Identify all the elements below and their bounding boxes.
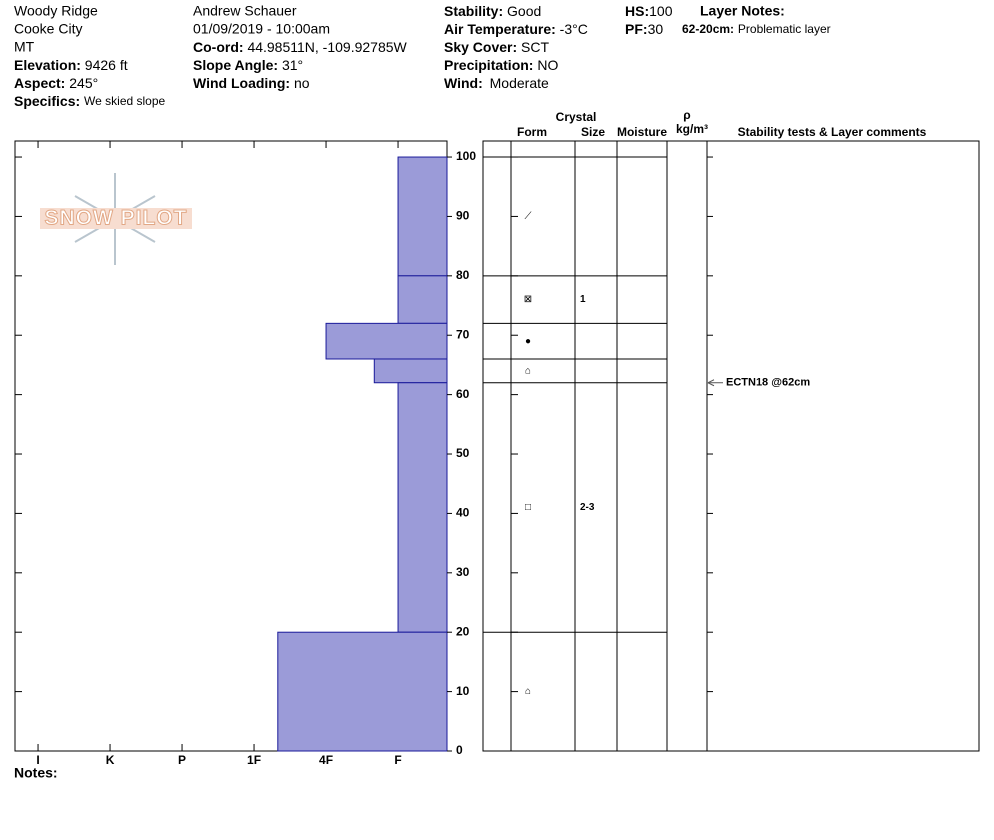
layer-note-range: 62-20cm: (682, 22, 734, 36)
y-tick-label: 10 (456, 684, 470, 698)
field: HS:100 (625, 3, 673, 19)
field: Wind Loading: no (193, 75, 310, 91)
field-value: NO (537, 57, 558, 73)
field-value: 9426 ft (85, 57, 128, 73)
layer-note: 62-20cm: Problematic layer (682, 21, 831, 37)
column-header: ρ (683, 108, 690, 122)
y-tick-label: 20 (456, 624, 470, 638)
field: Air Temperature: -3°C (444, 21, 588, 37)
y-tick-label: 30 (456, 565, 470, 579)
x-tick-label: 1F (247, 753, 261, 767)
field: Slope Angle: 31° (193, 57, 303, 73)
field-label: Wind Loading: (193, 75, 290, 91)
column-header: Size (581, 125, 605, 139)
field-value: 30 (648, 21, 664, 37)
grain-size: 1 (580, 294, 586, 305)
location: Woody Ridge (14, 3, 98, 19)
field: Elevation: 9426 ft (14, 57, 128, 73)
hardness-bar (277, 631, 448, 752)
field-label: Wind: (444, 75, 483, 91)
field-value: 245° (69, 75, 98, 91)
column-header: Form (517, 125, 547, 139)
grain-form: □ (525, 502, 531, 513)
field-label: Precipitation: (444, 57, 533, 73)
test-label: ECTN18 @62cm (726, 377, 810, 389)
field-label: PF: (625, 21, 648, 37)
hardness-bar (325, 322, 448, 360)
column-header: Moisture (617, 125, 667, 139)
observer: Andrew Schauer (193, 3, 297, 19)
x-tick-label: F (394, 753, 401, 767)
field-label: Sky Cover: (444, 39, 517, 55)
field-value: 31° (282, 57, 303, 73)
field: Sky Cover: SCT (444, 39, 549, 55)
logo-band (40, 208, 192, 229)
layer-notes-title: Layer Notes: (700, 3, 785, 19)
field: Stability: Good (444, 3, 541, 19)
notes-label: Notes: (14, 765, 58, 781)
hardness-bar (373, 358, 448, 384)
grain-size: 2-3 (580, 502, 595, 513)
field-value: 44.98511N, -109.92785W (247, 39, 407, 55)
hardness-bar (397, 382, 448, 633)
field: Aspect: 245° (14, 75, 98, 91)
layer-note-text: Problematic layer (738, 22, 831, 36)
x-tick-label: I (36, 753, 39, 767)
field-value: -3°C (560, 21, 588, 37)
field: Specifics: We skied slope (14, 93, 166, 109)
hardness-bar (397, 275, 448, 324)
field-label: Specifics: (14, 93, 80, 109)
field-label: Slope Angle: (193, 57, 278, 73)
x-tick-label: K (106, 753, 115, 767)
field-value: We skied slope (84, 94, 165, 108)
grain-form: ⌂ (525, 686, 531, 697)
field-value: SCT (521, 39, 549, 55)
x-tick-label: P (178, 753, 186, 767)
grain-form: ⊠ (524, 294, 532, 305)
field-label: Co-ord: (193, 39, 244, 55)
y-tick-label: 40 (456, 506, 470, 520)
field-label: HS: (625, 3, 649, 19)
field-value: no (294, 75, 310, 91)
field: Precipitation: NO (444, 57, 558, 73)
field-label: Stability: (444, 3, 503, 19)
y-tick-label: 0 (456, 743, 463, 757)
field: Co-ord: 44.98511N, -109.92785W (193, 39, 408, 55)
hardness-bar (397, 156, 448, 277)
logo-text: SNOW PILOT (45, 207, 188, 230)
grain-form: ● (525, 336, 531, 347)
location: Cooke City (14, 21, 82, 37)
y-tick-label: 90 (456, 209, 470, 223)
table-frame (482, 140, 980, 752)
column-header: Crystal (556, 110, 597, 124)
y-tick-label: 60 (456, 387, 470, 401)
field-value: Moderate (490, 75, 549, 91)
datetime: 01/09/2019 - 10:00am (193, 21, 330, 37)
field-value: Good (507, 3, 541, 19)
field-label: Aspect: (14, 75, 65, 91)
field: PF:30 (625, 21, 663, 37)
location: MT (14, 39, 35, 55)
y-tick-label: 70 (456, 327, 470, 341)
column-header: Stability tests & Layer comments (738, 125, 927, 139)
field: Wind: Moderate (444, 75, 549, 91)
column-header: kg/m³ (676, 122, 708, 136)
x-tick-label: 4F (319, 753, 333, 767)
grain-form: ⟋ (525, 211, 532, 222)
y-tick-label: 50 (456, 446, 470, 460)
y-tick-label: 80 (456, 268, 470, 282)
grain-form: ⌂ (525, 366, 531, 377)
field-label: Air Temperature: (444, 21, 556, 37)
y-tick-label: 100 (456, 149, 476, 163)
test-arrowhead (707, 379, 715, 387)
field-label: Elevation: (14, 57, 81, 73)
field-value: 100 (649, 3, 673, 19)
